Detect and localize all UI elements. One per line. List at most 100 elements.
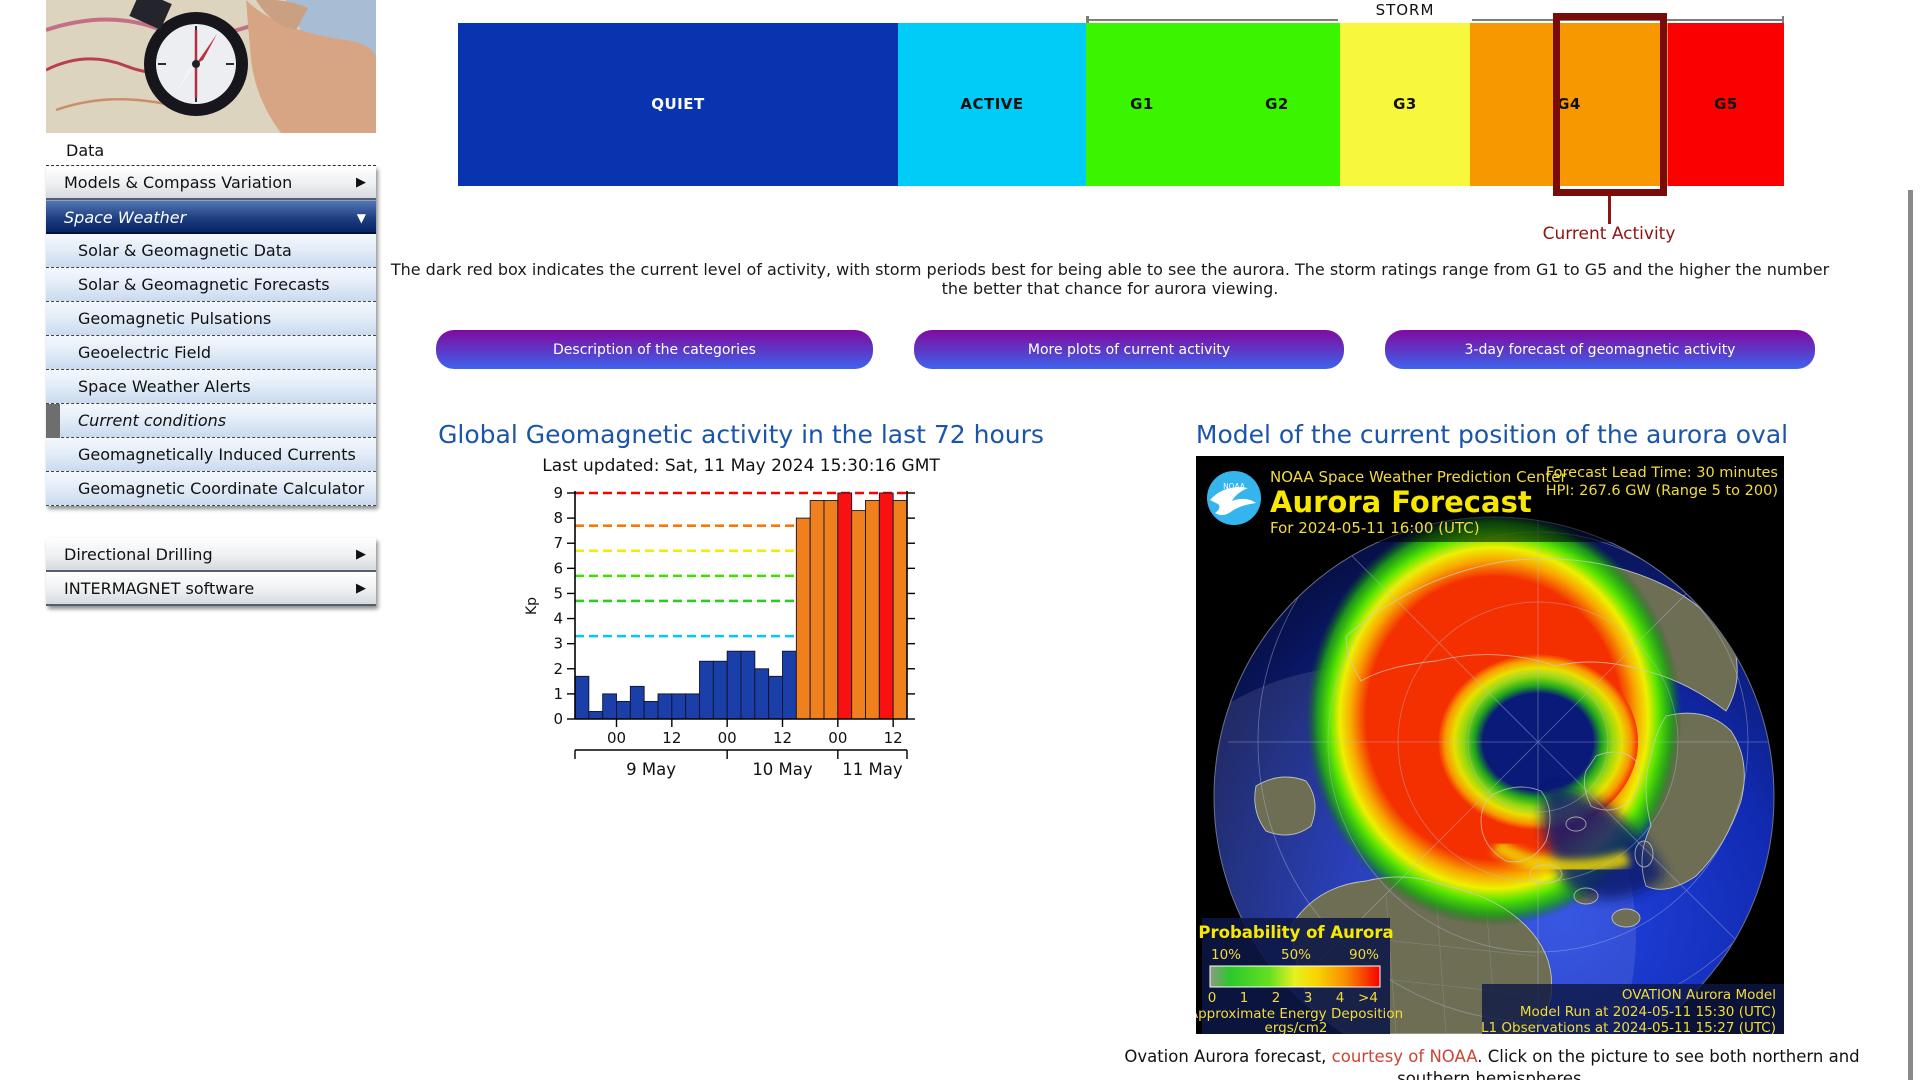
storm-label: STORM <box>1375 1 1435 19</box>
scale-label-g4: G4 <box>1557 95 1581 113</box>
legend-caption-1: Approximate Energy Deposition <box>1196 1006 1403 1022</box>
kp-bar <box>740 650 756 720</box>
legend-gradient-bar <box>1209 965 1381 988</box>
sidebar-item-current-conditions[interactable]: Current conditions <box>46 404 376 438</box>
sidebar-item-label: Geomagnetic Pulsations <box>78 309 272 328</box>
svg-text:0: 0 <box>553 710 563 728</box>
sidebar-item-intermagnet-software[interactable]: INTERMAGNET software ▶ <box>46 572 376 606</box>
model-run-time: Model Run at 2024-05-11 15:30 (UTC) <box>1520 1004 1776 1020</box>
more-plots-button[interactable]: More plots of current activity <box>914 330 1344 369</box>
model-run-info: OVATION Aurora Model Model Run at 2024-0… <box>1481 984 1784 1034</box>
sidebar-section-label: Data <box>46 133 376 166</box>
kp-bar <box>795 517 811 720</box>
kp-chart-title: Global Geomagnetic activity in the last … <box>438 420 1044 449</box>
kp-bar <box>657 693 673 720</box>
sidebar-item-geomagnetic-coordinate-calculator[interactable]: Geomagnetic Coordinate Calculator <box>46 472 376 506</box>
courtesy-of-noaa-link[interactable]: courtesy of NOAA <box>1331 1047 1478 1066</box>
sidebar-menu: Models & Compass Variation ▶ Space Weather… <box>46 166 376 506</box>
svg-text:8: 8 <box>553 509 563 527</box>
sidebar-item-solar-geomagnetic-data[interactable]: Solar & Geomagnetic Data <box>46 234 376 268</box>
probability-legend: Probability of Aurora 10% 50% 90% 0 1 2 … <box>1196 918 1403 1034</box>
legend-pct-90: 90% <box>1349 947 1379 963</box>
kp-bar <box>837 492 853 720</box>
kp-bar <box>712 660 728 720</box>
svg-text:6: 6 <box>553 559 563 577</box>
scale-segment-g5 <box>1668 23 1784 186</box>
three-day-forecast-button[interactable]: 3-day forecast of geomagnetic activity <box>1385 330 1815 369</box>
sidebar-item-label: Geomagnetic Coordinate Calculator <box>78 479 365 498</box>
ovation-model-label: OVATION Aurora Model <box>1622 987 1776 1003</box>
svg-text:12: 12 <box>884 729 903 747</box>
svg-text:12: 12 <box>662 729 681 747</box>
scale-label-g2: G2 <box>1265 95 1289 113</box>
forecast-lead-time: Forecast Lead Time: 30 minutes <box>1546 465 1778 481</box>
chevron-right-icon: ▶ <box>356 547 366 562</box>
sidebar-item-space-weather-alerts[interactable]: Space Weather Alerts <box>46 370 376 404</box>
current-activity-label: Current Activity <box>1542 224 1676 244</box>
scale-description: The dark red box indicates the current l… <box>390 260 1830 298</box>
legend-scale-2: 2 <box>1272 990 1281 1006</box>
sidebar: Data Models & Compass Variation ▶ Space We… <box>46 0 376 606</box>
hpi-value: HPI: 267.6 GW (Range 5 to 200) <box>1546 483 1778 499</box>
scale-label-g3: G3 <box>1393 95 1417 113</box>
scale-segment-quiet <box>458 23 898 186</box>
svg-text:00: 00 <box>718 729 737 747</box>
kp-bar <box>782 650 797 720</box>
sidebar-item-label: Space Weather Alerts <box>78 377 251 396</box>
sidebar-item-label: Solar & Geomagnetic Forecasts <box>78 275 330 294</box>
legend-scale-3: 3 <box>1304 990 1313 1006</box>
legend-scale-1: 1 <box>1240 990 1249 1006</box>
aurora-product-title: Aurora Forecast <box>1270 485 1532 519</box>
svg-text:4: 4 <box>553 610 563 628</box>
aurora-agency: NOAA Space Weather Prediction Center <box>1270 468 1567 486</box>
aurora-forecast-image[interactable]: NOAA NOAA Space Weather Prediction Cente… <box>1196 456 1784 1034</box>
scale-label-g5: G5 <box>1714 95 1738 113</box>
sidebar-item-label: Geomagnetically Induced Currents <box>78 445 356 464</box>
sidebar-item-solar-geomagnetic-forecasts[interactable]: Solar & Geomagnetic Forecasts <box>46 268 376 302</box>
storm-bracket-left <box>1086 16 1338 29</box>
caption-text-pre: Ovation Aurora forecast, <box>1124 1047 1332 1066</box>
kp-bar <box>823 500 839 720</box>
legend-pct-10: 10% <box>1211 947 1241 963</box>
scale-label-quiet: QUIET <box>651 95 705 113</box>
sidebar-item-geoelectric-field[interactable]: Geoelectric Field <box>46 336 376 370</box>
kp-bar <box>629 685 645 720</box>
kp-bar <box>754 668 770 720</box>
scale-label-active: ACTIVE <box>960 95 1024 113</box>
compass-map-photo <box>46 0 376 133</box>
sidebar-item-label: Current conditions <box>78 411 227 430</box>
noaa-logo-text: NOAA <box>1223 482 1246 491</box>
svg-text:9 May: 9 May <box>626 760 676 779</box>
kp-last-updated: Last updated: Sat, 11 May 2024 15:30:16 … <box>542 456 940 476</box>
kp-bar <box>865 500 880 720</box>
legend-caption-2: ergs/cm2 <box>1265 1020 1328 1034</box>
geomagnetic-activity-scale: STORM QUIET ACTIVE G1 G2 G3 G4 G5 Current Acti… <box>458 0 1784 250</box>
scale-segment-g4 <box>1470 23 1668 186</box>
svg-text:10 May: 10 May <box>752 760 813 779</box>
sidebar-item-space-weather[interactable]: Space Weather ▼ <box>46 200 376 234</box>
svg-text:9: 9 <box>553 484 563 502</box>
svg-text:2: 2 <box>553 660 563 678</box>
sidebar-item-geomagnetically-induced-currents[interactable]: Geomagnetically Induced Currents <box>46 438 376 472</box>
description-of-categories-button[interactable]: Description of the categories <box>436 330 873 369</box>
kp-bar <box>588 711 604 720</box>
kp-bar <box>878 492 894 720</box>
chevron-down-icon: ▼ <box>356 211 366 225</box>
aurora-section-title: Model of the current position of the aur… <box>1195 420 1789 449</box>
svg-text:11 May: 11 May <box>842 760 903 779</box>
kp-bar <box>851 510 866 720</box>
sidebar-item-geomagnetic-pulsations[interactable]: Geomagnetic Pulsations <box>46 302 376 336</box>
kp-bar <box>809 500 825 720</box>
sidebar-item-directional-drilling[interactable]: Directional Drilling ▶ <box>46 538 376 572</box>
sidebar-item-label: Solar & Geomagnetic Data <box>78 241 292 260</box>
svg-text:00: 00 <box>607 729 626 747</box>
sidebar-item-label: Directional Drilling <box>64 545 213 564</box>
sidebar-item-models-compass-variation[interactable]: Models & Compass Variation ▶ <box>46 166 376 200</box>
svg-text:1: 1 <box>553 685 563 703</box>
aurora-caption: Ovation Aurora forecast, courtesy of NOA… <box>1120 1046 1864 1080</box>
sidebar-menu-secondary: Directional Drilling ▶ INTERMAGNET softwar… <box>46 538 376 606</box>
sidebar-item-label: INTERMAGNET software <box>64 579 255 598</box>
scrollbar-thumb[interactable] <box>1908 190 1913 1080</box>
